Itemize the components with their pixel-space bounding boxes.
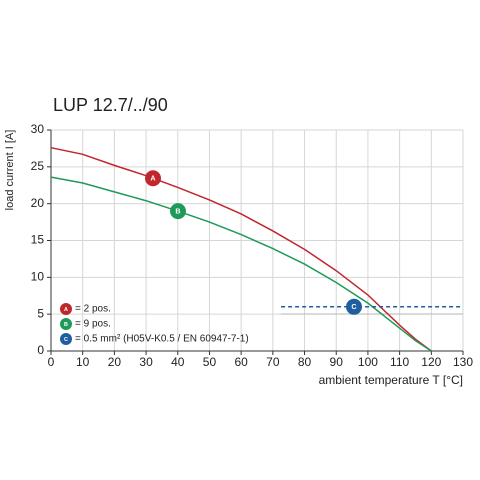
y-tick-label: 15 bbox=[31, 233, 45, 247]
y-tick-label: 20 bbox=[31, 196, 45, 210]
series-badge-label: C bbox=[351, 302, 356, 311]
x-tick-label: 110 bbox=[390, 355, 409, 369]
series-badge bbox=[60, 318, 72, 330]
series-badge-label: B bbox=[64, 322, 68, 328]
y-tick-label: 0 bbox=[37, 343, 44, 357]
y-tick-label: 5 bbox=[37, 306, 44, 320]
x-tick-label: 120 bbox=[421, 355, 441, 369]
legend-label: = 2 pos. bbox=[75, 304, 111, 315]
series-badge-label: A bbox=[64, 307, 68, 313]
series-line bbox=[50, 146, 432, 352]
x-tick-label: 50 bbox=[203, 355, 217, 369]
series-badge bbox=[346, 298, 362, 315]
y-tick-label: 10 bbox=[31, 270, 45, 284]
y-tick-label: 25 bbox=[31, 159, 45, 173]
series-badge bbox=[145, 170, 161, 187]
x-tick-label: 80 bbox=[298, 355, 312, 369]
chart-title: LUP 12.7/../90 bbox=[53, 95, 168, 115]
x-axis-label: ambient temperature T [°C] bbox=[319, 373, 463, 387]
series-line bbox=[50, 176, 432, 352]
series-badge bbox=[170, 203, 186, 220]
x-tick-label: 130 bbox=[453, 355, 473, 369]
series-badge bbox=[60, 303, 72, 315]
x-tick-label: 100 bbox=[358, 355, 378, 369]
y-axis-label: load current I [A] bbox=[4, 130, 16, 211]
legend-label: = 0.5 mm² (H05V-K0.5 / EN 60947-7-1) bbox=[75, 334, 249, 345]
x-tick-label: 20 bbox=[108, 355, 122, 369]
y-tick-label: 30 bbox=[31, 122, 45, 136]
x-tick-label: 60 bbox=[234, 355, 248, 369]
x-tick-label: 0 bbox=[48, 355, 55, 369]
x-tick-label: 40 bbox=[171, 355, 185, 369]
series-badge-label: C bbox=[64, 337, 68, 343]
series-badge-label: B bbox=[175, 207, 180, 216]
x-tick-label: 90 bbox=[330, 355, 344, 369]
series-badge-label: A bbox=[150, 174, 155, 183]
x-tick-label: 30 bbox=[139, 355, 153, 369]
series-badge bbox=[60, 333, 72, 345]
x-tick-label: 10 bbox=[76, 355, 90, 369]
x-tick-label: 70 bbox=[266, 355, 280, 369]
legend-label: = 9 pos. bbox=[75, 319, 111, 330]
